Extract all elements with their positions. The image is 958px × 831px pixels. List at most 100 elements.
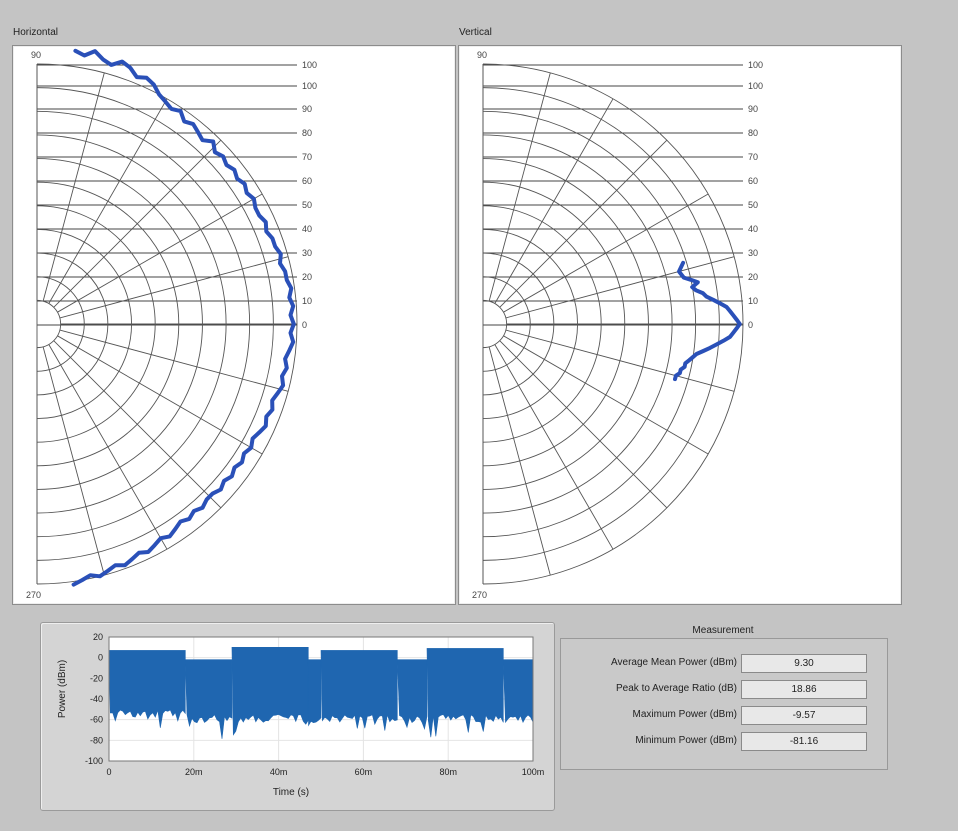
radial-tick-label: 10 [302,296,312,306]
maximum-power-value: -9.57 [741,706,867,725]
polar-series-line [673,260,742,382]
signal-segment [426,648,504,738]
measurement-panel: Average Mean Power (dBm) 9.30 Peak to Av… [560,638,888,770]
polar-spoke [499,340,668,509]
radial-tick-label: 100 [748,60,763,70]
y-tick-label: -40 [90,694,103,704]
polar-spoke [53,340,222,509]
radial-tick-label: 50 [748,200,758,210]
measurement-row-minimum-power: Minimum Power (dBm) -81.16 [561,731,887,751]
average-mean-power-value: 9.30 [741,654,867,673]
minimum-power-value: -81.16 [741,732,867,751]
y-tick-label: -80 [90,735,103,745]
vertical-polar-plot: 100 100 90 80 70 60 50 40 30 20 10 0 90 270 [458,45,902,605]
radial-tick-label: 0 [748,320,753,330]
radial-tick-label: 20 [302,272,312,282]
radial-tick-label: 0 [302,320,307,330]
radial-tick-label: 70 [302,152,312,162]
polar-spoke [57,193,263,313]
measurement-label: Peak to Average Ratio (dB) [616,683,737,694]
x-tick-label: 0 [106,767,111,777]
polar-series-line [71,48,296,587]
angle-label-270: 270 [472,590,487,600]
x-tick-label: 100m [522,767,545,777]
signal-segment [307,659,322,727]
polar-spoke [42,346,105,576]
signal-segment [503,659,534,724]
polar-grid [36,63,298,585]
horizontal-plot-title: Horizontal [13,27,59,38]
radial-tick-label: 70 [748,152,758,162]
y-tick-label: 20 [93,632,103,642]
signal-segment [320,650,398,731]
x-tick-label: 20m [185,767,203,777]
polar-spoke [59,256,289,319]
angle-label-90: 90 [31,50,41,60]
signal-segment [185,659,233,739]
x-tick-label: 40m [270,767,288,777]
radial-tick-label: 80 [748,128,758,138]
horizontal-polar-plot: 100 100 90 80 70 60 50 40 30 20 10 0 90 270 [12,45,456,605]
radial-tick-label: 90 [748,104,758,114]
radial-tick-label: 100 [302,60,317,70]
polar-spoke [488,72,551,302]
measurement-label: Maximum Power (dBm) [632,709,737,720]
radial-tick-label: 10 [748,296,758,306]
x-axis-label: Time (s) [273,787,309,798]
polar-spoke [494,344,614,550]
polar-spoke [503,335,709,455]
polar-grid [482,63,744,585]
measurement-label: Minimum Power (dBm) [635,735,737,746]
measurement-title: Measurement [692,625,754,636]
radial-tick-label: 80 [302,128,312,138]
peak-to-average-value: 18.86 [741,680,867,699]
polar-spoke [505,329,735,392]
signal-segment [108,650,186,728]
y-tick-label: -20 [90,673,103,683]
radial-tick-label: 60 [302,176,312,186]
radial-tick-label: 60 [748,176,758,186]
y-tick-label: 0 [98,653,103,663]
measurement-row-average-mean-power: Average Mean Power (dBm) 9.30 [561,653,887,673]
radial-tick-label: 40 [748,224,758,234]
angle-label-270: 270 [26,590,41,600]
polar-spoke [503,193,709,313]
polar-arc [482,299,507,349]
polar-spoke [48,98,168,304]
radial-tick-label: 50 [302,200,312,210]
polar-spoke [53,139,222,308]
y-axis-label: Power (dBm) [57,660,68,718]
radial-tick-label: 100 [302,81,317,91]
x-tick-label: 80m [439,767,457,777]
polar-spoke [505,256,735,319]
radial-tick-label: 20 [748,272,758,282]
radial-tick-label: 100 [748,81,763,91]
polar-spoke [48,344,168,550]
power-time-graph: 20 0 -20 -40 -60 -80 -100 0 20m 40m 60m 80m 100m Time… [40,622,555,811]
y-tick-label: -60 [90,715,103,725]
radial-tick-label: 90 [302,104,312,114]
vertical-plot-title: Vertical [459,27,492,38]
polar-spoke [494,98,614,304]
angle-label-90: 90 [477,50,487,60]
polar-spoke [59,329,289,392]
radial-tick-label: 30 [302,248,312,258]
measurement-label: Average Mean Power (dBm) [611,657,737,668]
y-tick-label: -100 [85,756,103,766]
measurement-row-maximum-power: Maximum Power (dBm) -9.57 [561,705,887,725]
measurement-row-peak-to-average: Peak to Average Ratio (dB) 18.86 [561,679,887,699]
polar-arc [36,299,61,349]
radial-tick-label: 30 [748,248,758,258]
polar-spoke [57,335,263,455]
signal-segment [231,647,309,736]
plot-border [108,636,534,762]
polar-spoke [499,139,668,308]
signal-segment [397,659,428,730]
polar-spoke [488,346,551,576]
polar-spoke [42,72,105,302]
x-tick-label: 60m [355,767,373,777]
radial-tick-label: 40 [302,224,312,234]
